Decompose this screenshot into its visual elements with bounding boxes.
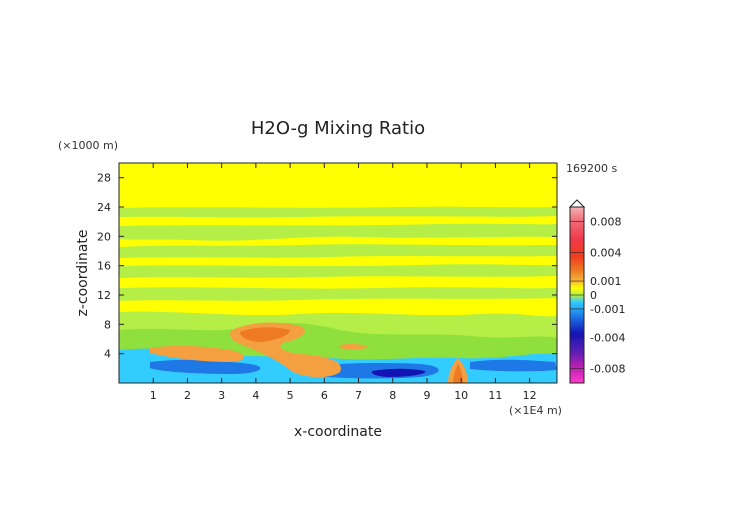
contour-blue-1: [150, 359, 261, 374]
colorbar-tick-label: 0.004: [590, 247, 622, 260]
contour-band-15: [119, 264, 557, 278]
x-axis-label: x-coordinate: [294, 424, 382, 440]
colorbar-tick-label: -0.008: [590, 363, 625, 376]
colorbar-tick-label: 0.001: [590, 275, 622, 288]
x-tick-label: 12: [523, 389, 537, 402]
y-axis-label: z-coordinate: [75, 229, 91, 316]
y-tick-label: 16: [97, 260, 111, 273]
chart-title: H2O-g Mixing Ratio: [251, 118, 425, 139]
contour-orange-plume-core: [453, 364, 463, 383]
x-tick-label: 5: [287, 389, 294, 402]
y-unit-label: (×1000 m): [58, 139, 118, 152]
time-label: 169200 s: [566, 162, 617, 175]
contour-orange-3: [340, 343, 368, 350]
y-axis: 4 8 12 16 20 24 28: [97, 172, 557, 361]
x-tick-label: 9: [423, 389, 430, 402]
x-axis: 1 2 3 4 5 6 7 8 9 10 11 12: [150, 163, 537, 402]
colorbar-tick-label: 0: [590, 289, 597, 302]
colorbar-tick-label: 0.008: [590, 215, 622, 228]
y-tick-label: 24: [97, 201, 111, 214]
contour-orange-1: [150, 345, 245, 362]
x-tick-label: 6: [321, 389, 328, 402]
x-tick-label: 3: [218, 389, 225, 402]
contour-blue-3: [470, 359, 557, 372]
colorbar-tick-label: -0.001: [590, 303, 625, 316]
contour-band-12: [119, 287, 557, 301]
y-tick-label: 12: [97, 289, 111, 302]
x-tick-label: 4: [252, 389, 259, 402]
y-tick-label: 28: [97, 172, 111, 185]
contour-orange-core: [240, 327, 290, 342]
y-tick-label: 8: [104, 318, 111, 331]
plot-frame: [118, 162, 558, 384]
x-unit-label: (×1E4 m): [509, 404, 562, 417]
x-tick-label: 11: [488, 389, 502, 402]
x-tick-label: 8: [389, 389, 396, 402]
x-tick-label: 1: [150, 389, 157, 402]
contour-band-18: [119, 244, 557, 258]
x-tick-label: 7: [355, 389, 362, 402]
contour-band-21: [119, 223, 557, 241]
x-tick-label: 10: [454, 389, 468, 402]
colorbar-tick-label: -0.004: [590, 331, 625, 344]
x-tick-label: 2: [184, 389, 191, 402]
y-tick-label: 20: [97, 230, 111, 243]
y-tick-label: 4: [104, 348, 111, 361]
contour-band-24: [119, 206, 557, 218]
contour-field: [119, 163, 557, 383]
contour-dark-blue: [371, 368, 426, 377]
colorbar-overflow-arrow: [568, 199, 586, 208]
